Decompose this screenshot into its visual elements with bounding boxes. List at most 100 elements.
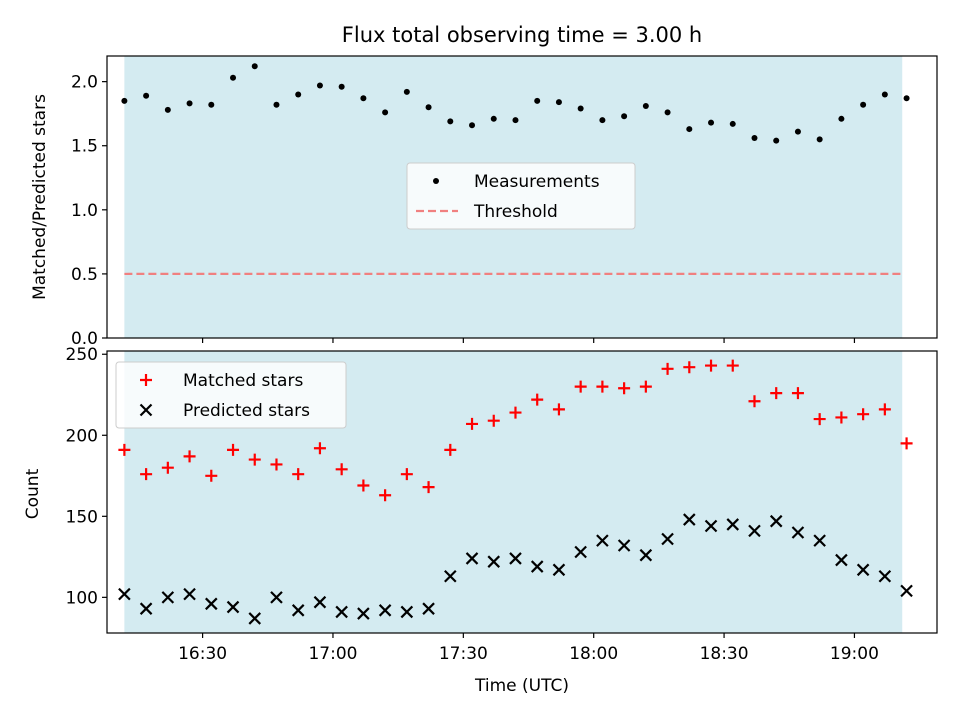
top-legend-threshold-label: Threshold [473,202,558,222]
bottom-y-tick-label: 250 [66,345,98,365]
bottom-matched-stars-point [140,468,153,481]
bottom-predicted-stars-point [509,552,522,565]
top-measurements-point [490,115,497,122]
bottom-matched-stars-point [357,479,370,492]
top-legend-box [406,162,636,230]
bottom-predicted-stars-point [900,584,913,598]
bottom-matched-stars-point [292,468,305,481]
top-y-axis-label: Matched/Predicted stars [30,94,50,300]
bottom-predicted-stars-point [683,513,696,526]
top-measurements-point [903,95,910,102]
bottom-plot-area: 100 150 200 250 16:30 17:00 17:30 18:00 18:30 19:… [66,345,938,664]
bottom-matched-stars-point [335,463,348,476]
bottom-y-tick-label: 150 [66,507,98,527]
top-measurements-point [860,101,867,108]
bottom-predicted-stars-point [139,602,153,615]
top-measurements-point [382,109,389,116]
top-measurements-point [208,101,215,108]
bottom-matched-stars-point [118,443,131,456]
top-measurements-point [555,99,562,106]
bottom-y-axis-label: Count [23,468,43,519]
bottom-matched-stars-point [791,387,804,400]
bottom-predicted-stars-point [422,602,435,615]
bottom-predicted-stars-point [530,560,544,573]
bottom-predicted-stars-point [444,569,457,583]
bottom-predicted-stars-point [748,524,761,538]
x-axis-label: Time (UTC) [474,676,569,696]
bottom-predicted-stars-point [465,552,479,565]
bottom-predicted-stars-point [769,514,783,528]
top-y-tick-label: 0.0 [71,329,98,349]
bottom-predicted-stars-point [856,563,870,577]
top-legend-measurements-label: Measurements [474,172,600,192]
bottom-matched-stars-point [705,359,718,372]
bottom-y-tick-label: 100 [66,588,98,608]
bottom-matched-stars-point [270,458,283,471]
bottom-matched-stars-point [748,395,761,408]
bottom-matched-stars-point [661,362,674,375]
bottom-predicted-stars-point [487,555,501,568]
bottom-predicted-stars-point [835,553,848,567]
top-measurements-point [164,106,171,113]
bottom-legend-predicted-label: Predicted stars [183,401,310,421]
top-measurements-point [251,63,258,70]
bottom-x-tick-label: 18:00 [569,644,618,664]
top-measurements-point [664,109,671,116]
bottom-predicted-stars-point [878,569,892,583]
top-measurements-point [751,135,758,142]
top-measurements-point [686,126,693,133]
bottom-predicted-stars-point [378,604,392,617]
bottom-predicted-stars-point [118,587,131,601]
bottom-predicted-stars-point [813,534,826,547]
bottom-predicted-stars-point [313,595,327,609]
bottom-x-tick-label: 17:00 [308,644,357,664]
top-measurements-point [773,137,780,144]
top-measurements-point [121,97,128,104]
top-y-tick-label: 2.0 [71,73,98,93]
bottom-matched-stars-point [466,417,479,430]
bottom-matched-stars-point [161,461,174,474]
bottom-legend-matched-label: Matched stars [183,371,303,391]
top-y-tick-label: 1.5 [71,137,98,157]
bottom-matched-stars-point [379,489,392,502]
bottom-predicted-stars-point [357,607,370,620]
bottom-matched-stars-point [835,411,848,424]
bottom-matched-stars-point [857,408,870,421]
bottom-predicted-stars-point [704,519,718,533]
top-measurements-point [599,117,606,124]
top-y-tick-label: 1.0 [71,201,98,221]
bottom-matched-stars-point [683,361,696,374]
top-measurements-point [729,120,736,127]
top-measurements-point [403,88,410,95]
top-measurements-point [512,117,519,124]
bottom-matched-stars-point [422,481,435,494]
top-measurements-point [794,128,801,135]
bottom-predicted-stars-point [161,591,175,604]
top-measurements-point [316,82,323,89]
top-measurements-point [230,74,237,81]
top-measurements-point [621,113,628,120]
top-chart-title: Flux total observing time = 3.00 h [342,23,702,47]
top-measurements-point [469,122,476,129]
bottom-matched-stars-point [248,453,261,466]
bottom-matched-stars-point [444,443,457,456]
top-measurements-point [534,97,541,104]
top-measurements-point [295,91,302,98]
top-measurements-point [642,102,649,109]
bottom-predicted-stars-point [291,604,305,617]
bottom-matched-stars-point [618,382,631,395]
bottom-matched-stars-point [726,359,739,372]
bottom-legend-matched-marker [140,374,152,386]
top-frame [106,55,938,339]
bottom-x-tick-label: 19:00 [830,644,879,664]
bottom-legend-predicted-marker [139,403,153,417]
bottom-matched-stars-point [487,414,500,427]
top-measurements-point [360,95,367,102]
bottom-matched-stars-point [639,380,652,393]
bottom-predicted-stars-point [270,591,283,604]
top-measurements-point [338,83,345,90]
bottom-predicted-stars-point [400,605,414,619]
bottom-matched-stars-point [574,380,587,393]
top-legend: Measurements Threshold [406,162,636,230]
